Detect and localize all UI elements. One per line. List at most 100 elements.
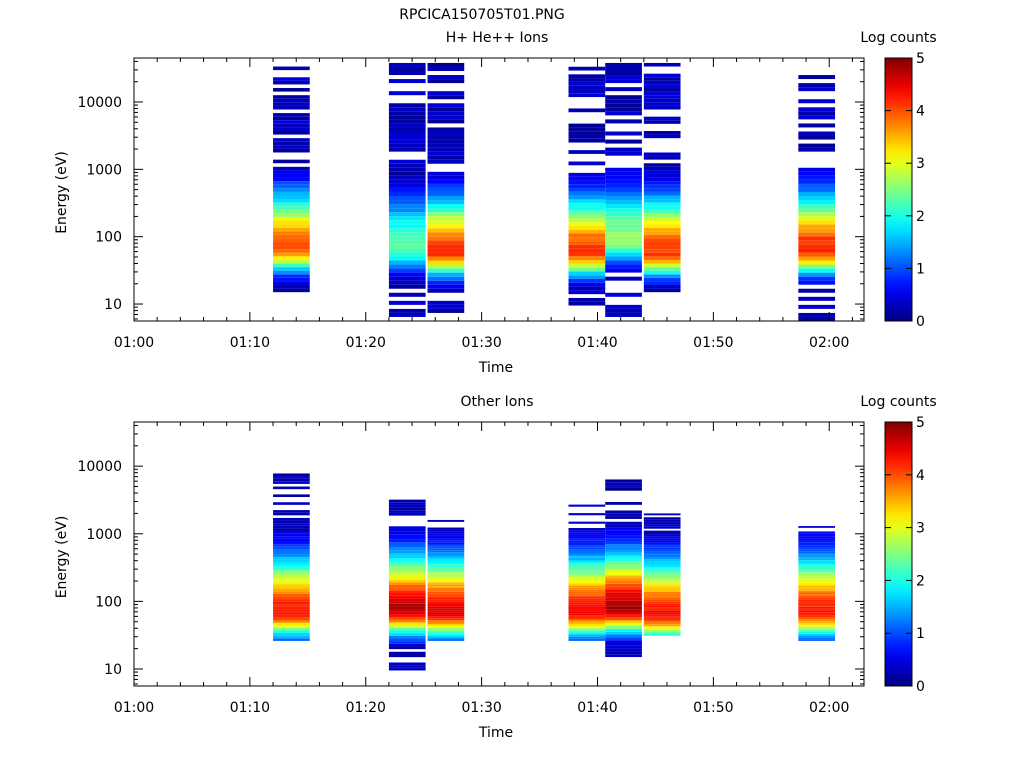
heat-cell xyxy=(798,208,836,213)
heat-cell xyxy=(643,553,681,556)
heat-cell xyxy=(643,245,681,250)
heat-cell xyxy=(427,574,465,577)
heat-cell xyxy=(798,567,836,570)
heat-cell xyxy=(388,216,426,221)
heat-cell xyxy=(568,604,606,607)
heat-cell xyxy=(643,116,681,121)
heat-cell xyxy=(388,163,426,168)
heat-cell xyxy=(273,622,310,626)
heat-cell xyxy=(605,611,642,615)
heat-cell xyxy=(568,233,606,238)
heat-cell xyxy=(605,212,642,217)
heat-cell xyxy=(568,81,606,86)
heat-cell xyxy=(643,270,681,275)
heat-cell xyxy=(568,545,606,548)
heat-cell xyxy=(568,66,606,71)
heat-cell xyxy=(605,530,642,534)
heat-cell xyxy=(605,502,642,505)
heat-cell xyxy=(798,280,836,285)
heat-cell xyxy=(273,166,310,171)
heat-cell xyxy=(605,538,642,542)
data-column xyxy=(427,62,465,313)
heat-cell xyxy=(427,191,465,196)
heat-cell xyxy=(568,161,606,166)
heat-cell xyxy=(605,236,642,241)
heat-cell xyxy=(568,89,606,94)
heat-cell xyxy=(798,540,836,543)
heat-cell xyxy=(643,80,681,85)
heat-cell xyxy=(388,204,426,209)
heat-cell xyxy=(568,606,606,609)
heat-cell xyxy=(427,561,465,564)
heat-cell xyxy=(798,244,836,249)
heat-cell xyxy=(427,228,465,233)
heat-cell xyxy=(427,614,465,617)
heat-cell xyxy=(273,245,310,250)
heat-cell xyxy=(273,559,310,563)
x-tick-label: 02:00 xyxy=(809,700,849,716)
heat-cell xyxy=(388,510,426,513)
heat-cell xyxy=(388,571,426,575)
heat-cell xyxy=(798,216,836,221)
heat-cell xyxy=(643,631,681,634)
heat-cell xyxy=(427,601,465,604)
colorbar-tick-label: 3 xyxy=(916,521,925,537)
heat-cell xyxy=(643,163,681,167)
heat-cell xyxy=(605,191,642,196)
heat-cell xyxy=(605,575,642,579)
heat-cell xyxy=(798,561,836,564)
colorbar: Log counts 0 1 2 3 4 5 xyxy=(860,30,936,330)
heat-cell xyxy=(605,566,642,570)
colorbar-label: Log counts xyxy=(860,394,936,410)
heat-cell xyxy=(568,623,606,627)
colorbar-label: Log counts xyxy=(860,30,936,46)
heat-cell xyxy=(568,638,606,641)
heat-cell xyxy=(798,635,836,638)
heat-cell xyxy=(388,595,426,599)
heat-cell xyxy=(427,603,465,606)
heat-cell xyxy=(388,79,426,84)
heat-cell xyxy=(388,654,426,658)
heat-cell xyxy=(388,131,426,136)
heat-cell xyxy=(273,195,310,200)
heat-cell xyxy=(568,214,606,219)
heat-cell xyxy=(798,608,836,611)
heat-cell xyxy=(568,602,606,605)
heat-cell xyxy=(388,504,426,508)
heat-cell xyxy=(798,236,836,241)
heat-cell xyxy=(568,557,606,560)
heat-cell xyxy=(605,103,642,108)
heat-cell xyxy=(798,588,836,591)
heat-cell xyxy=(388,643,426,647)
heat-cell xyxy=(643,536,681,539)
heat-cell xyxy=(798,252,836,257)
heat-cell xyxy=(643,591,681,594)
heat-cell xyxy=(568,271,606,276)
heat-cell xyxy=(568,184,606,189)
heat-cell xyxy=(273,562,310,566)
heat-cell xyxy=(273,191,310,196)
heat-cell xyxy=(427,631,465,634)
heat-cell xyxy=(798,171,836,176)
heat-cell xyxy=(388,582,426,586)
heat-cell xyxy=(388,308,426,313)
heat-cell xyxy=(388,244,426,249)
x-tick-label: 02:00 xyxy=(809,335,849,351)
heat-cell xyxy=(798,196,836,201)
heat-cell xyxy=(643,267,681,271)
heat-cell xyxy=(427,151,465,156)
x-tick-label: 01:50 xyxy=(693,335,733,351)
heat-cell xyxy=(568,634,606,637)
colorbar-tick-label: 5 xyxy=(916,51,925,67)
heat-cell xyxy=(568,551,606,554)
heat-cell xyxy=(427,175,465,180)
data-column xyxy=(388,499,426,671)
heat-cell xyxy=(427,75,465,80)
heat-cell xyxy=(798,633,836,636)
heat-cell xyxy=(643,542,681,544)
heat-cell xyxy=(388,123,426,128)
heat-cell xyxy=(605,268,642,273)
heat-cell xyxy=(605,533,642,536)
heat-cell xyxy=(427,552,465,554)
y-tick-label: 10 xyxy=(104,297,122,313)
